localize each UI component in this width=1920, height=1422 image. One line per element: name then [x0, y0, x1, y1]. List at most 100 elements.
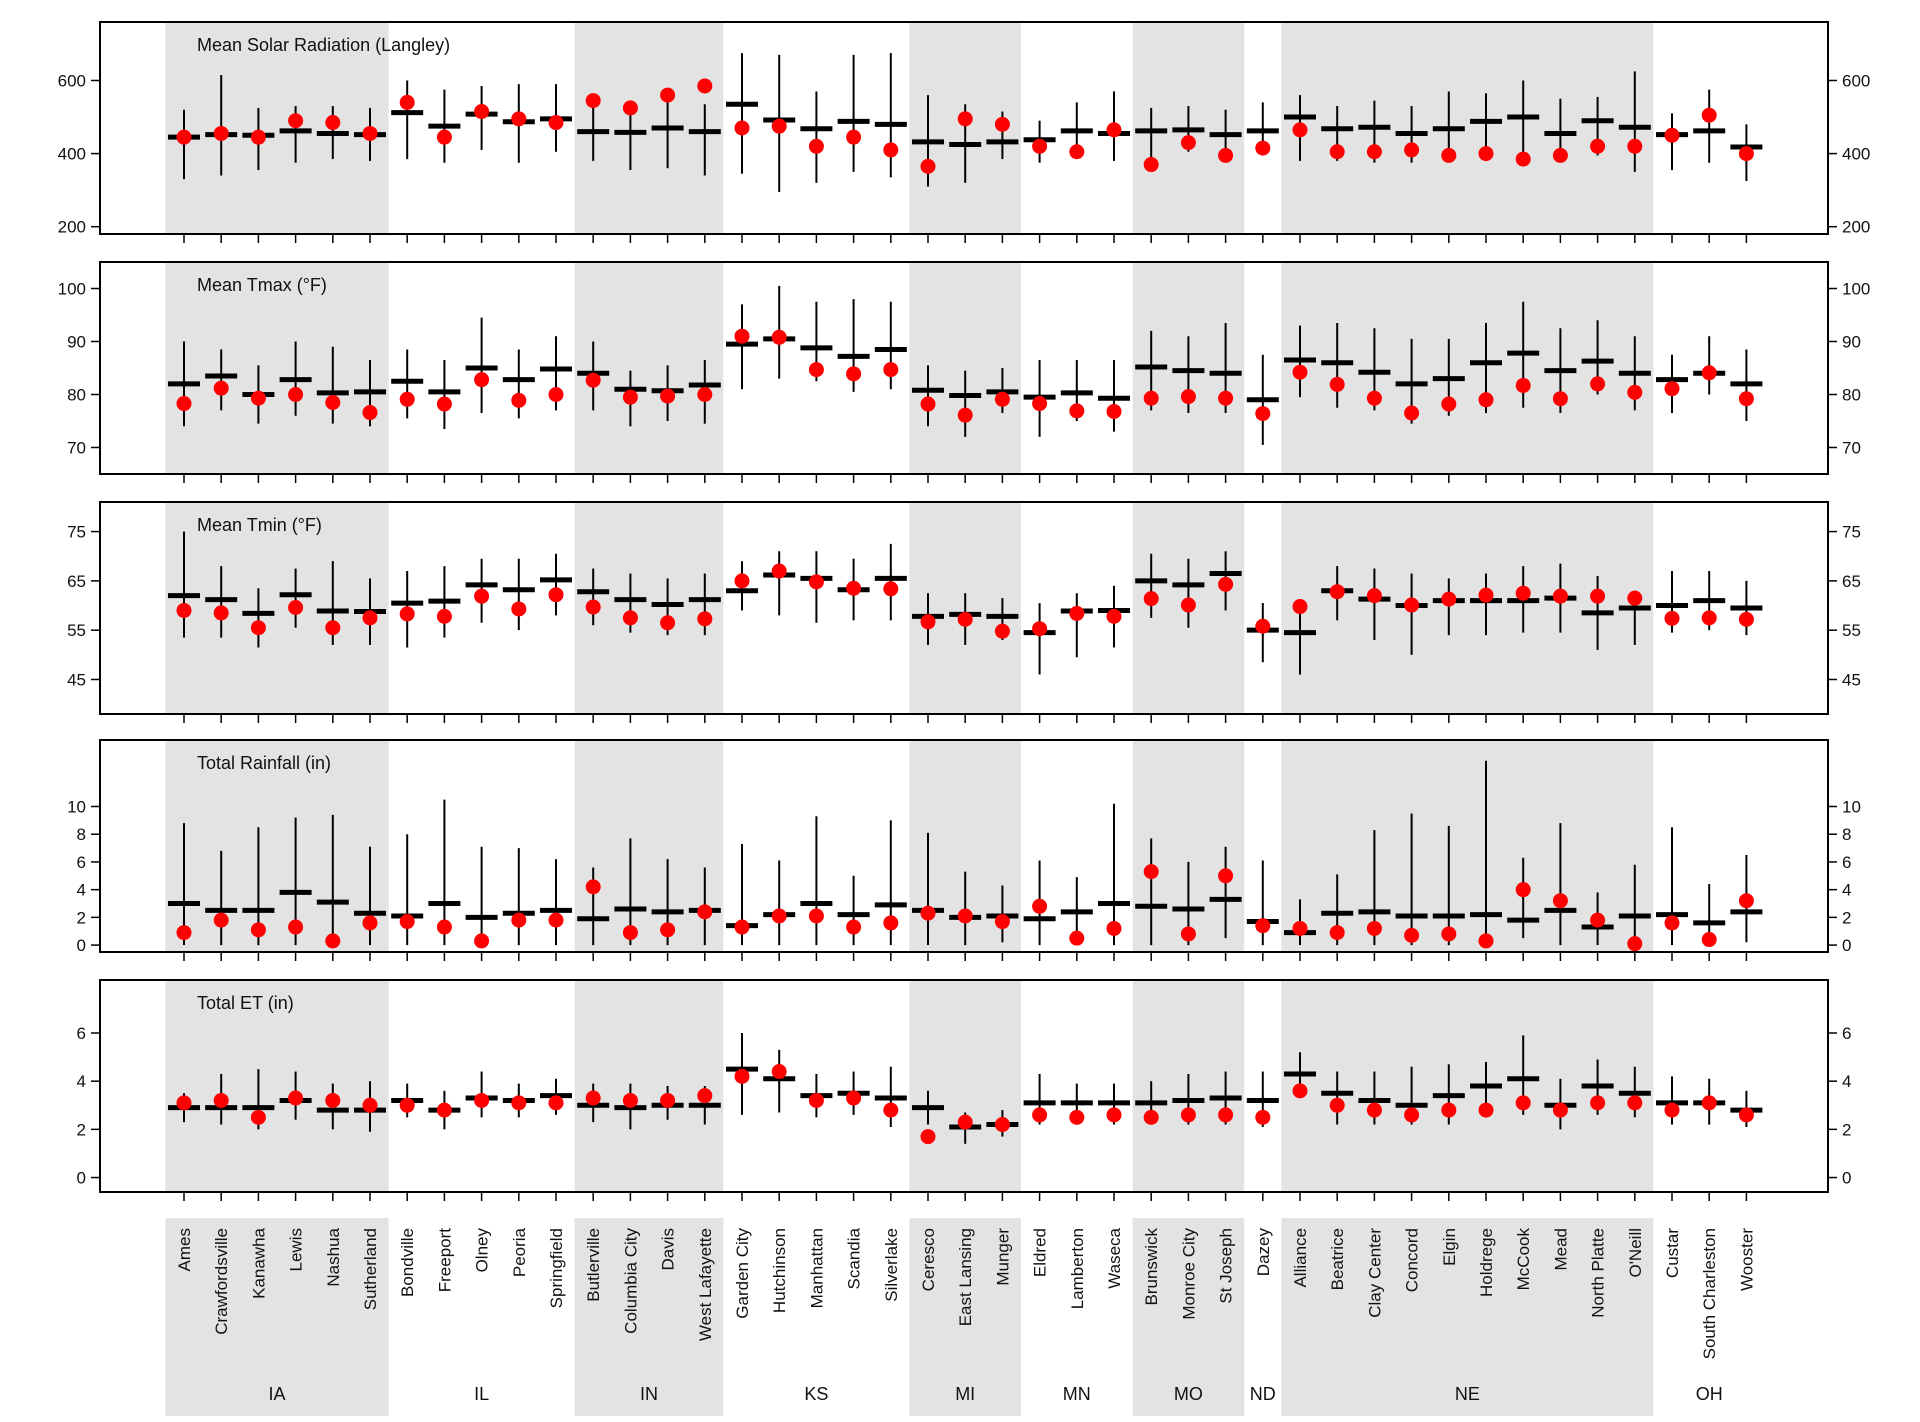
- y-tick-label-left: 45: [67, 670, 86, 689]
- site-label-13: Davis: [659, 1228, 678, 1271]
- observed-point-22: [994, 914, 1010, 930]
- observed-point-36: [1515, 585, 1531, 601]
- site-label-7: Freeport: [435, 1228, 454, 1293]
- observed-point-24: [1069, 930, 1085, 946]
- observed-point-30: [1292, 1083, 1308, 1099]
- observed-point-8: [474, 104, 490, 120]
- site-label-15: Garden City: [733, 1228, 752, 1319]
- observed-point-17: [808, 908, 824, 924]
- observed-point-38: [1590, 588, 1606, 604]
- site-label-11: Butlerville: [584, 1228, 603, 1302]
- y-tick-label-right: 75: [1842, 523, 1861, 542]
- observed-point-38: [1590, 912, 1606, 928]
- observed-point-30: [1292, 364, 1308, 380]
- observed-point-37: [1552, 147, 1568, 163]
- y-tick-label-left: 6: [77, 1024, 86, 1043]
- observed-point-33: [1404, 1107, 1420, 1123]
- observed-point-24: [1069, 403, 1085, 419]
- y-tick-label-right: 600: [1842, 71, 1870, 90]
- observed-point-42: [1738, 893, 1754, 909]
- observed-point-30: [1292, 599, 1308, 615]
- y-tick-label-right: 400: [1842, 145, 1870, 164]
- observed-point-18: [846, 919, 862, 935]
- state-shade-ne: [1281, 262, 1654, 474]
- observed-point-40: [1664, 1102, 1680, 1118]
- observed-point-10: [548, 387, 564, 402]
- observed-point-32: [1366, 920, 1382, 936]
- observed-point-42: [1738, 146, 1754, 162]
- site-label-10: Springfield: [547, 1228, 566, 1308]
- observed-point-18: [846, 1090, 862, 1106]
- observed-point-39: [1627, 384, 1643, 400]
- observed-point-24: [1069, 1109, 1085, 1125]
- state-label-mo: MO: [1174, 1384, 1203, 1404]
- observed-point-8: [474, 588, 490, 604]
- observed-point-7: [436, 1102, 452, 1118]
- site-label-24: Lamberton: [1068, 1228, 1087, 1309]
- observed-point-8: [474, 933, 490, 949]
- state-shade-ia: [165, 22, 389, 234]
- site-label-32: Clay Center: [1365, 1228, 1384, 1318]
- panel-4: Total Rainfall (in) 0 0 2 2 4 4 6 6 8 8 10 10: [67, 739, 1861, 961]
- observed-point-42: [1738, 611, 1754, 627]
- observed-point-12: [622, 1092, 638, 1108]
- observed-point-3: [288, 1090, 304, 1106]
- observed-point-25: [1106, 920, 1122, 936]
- y-tick-label-left: 80: [67, 386, 86, 405]
- y-tick-label-left: 75: [67, 523, 86, 542]
- observed-point-38: [1590, 376, 1606, 392]
- observed-point-14: [697, 387, 713, 402]
- y-tick-label-right: 200: [1842, 218, 1870, 237]
- y-tick-label-right: 80: [1842, 386, 1861, 405]
- observed-point-36: [1515, 1095, 1531, 1111]
- observed-point-37: [1552, 588, 1568, 604]
- state-shade-label-ne: [1281, 1218, 1654, 1416]
- state-shade-label-mo: [1132, 1218, 1245, 1416]
- y-tick-label-left: 600: [58, 71, 86, 90]
- state-shade-in: [574, 980, 724, 1192]
- site-label-1: Crawfordsville: [212, 1228, 231, 1335]
- y-tick-label-right: 6: [1842, 853, 1851, 872]
- observed-point-16: [771, 908, 787, 924]
- panel-title: Total ET (in): [197, 993, 294, 1013]
- observed-point-15: [734, 1068, 750, 1084]
- site-label-19: Silverlake: [882, 1228, 901, 1302]
- state-label-mn: MN: [1063, 1384, 1091, 1404]
- y-tick-label-right: 70: [1842, 439, 1861, 458]
- observed-point-31: [1329, 144, 1345, 160]
- observed-point-2: [250, 620, 266, 636]
- state-label-oh: OH: [1696, 1384, 1723, 1404]
- y-tick-label-right: 0: [1842, 1169, 1851, 1188]
- observed-point-23: [1032, 138, 1048, 154]
- observed-point-5: [362, 1097, 378, 1113]
- observed-point-26: [1143, 591, 1159, 607]
- y-tick-label-left: 200: [58, 218, 86, 237]
- observed-point-8: [474, 372, 490, 388]
- observed-point-24: [1069, 144, 1085, 160]
- observed-point-16: [771, 1064, 787, 1080]
- observed-point-6: [399, 606, 415, 622]
- observed-point-26: [1143, 1109, 1159, 1125]
- observed-point-26: [1143, 157, 1159, 173]
- y-tick-label-left: 55: [67, 621, 86, 640]
- observed-point-27: [1180, 926, 1196, 942]
- observed-point-12: [622, 610, 638, 626]
- state-shade-in: [574, 22, 724, 234]
- observed-point-19: [883, 581, 899, 597]
- observed-point-28: [1218, 868, 1234, 884]
- site-label-12: Columbia City: [621, 1228, 640, 1334]
- observed-point-9: [511, 111, 527, 127]
- state-shading-layer: [165, 22, 1654, 1416]
- site-label-28: St Joseph: [1217, 1228, 1236, 1304]
- observed-point-11: [585, 93, 601, 109]
- state-shade-label-mi: [909, 1218, 1021, 1416]
- state-label-ia: IA: [268, 1384, 285, 1404]
- observed-point-16: [771, 563, 787, 579]
- observed-point-28: [1218, 390, 1234, 406]
- y-tick-label-right: 6: [1842, 1024, 1851, 1043]
- state-label-in: IN: [640, 1384, 658, 1404]
- observed-point-31: [1329, 925, 1345, 941]
- site-label-31: Beatrice: [1328, 1228, 1347, 1290]
- y-tick-label-left: 8: [77, 825, 86, 844]
